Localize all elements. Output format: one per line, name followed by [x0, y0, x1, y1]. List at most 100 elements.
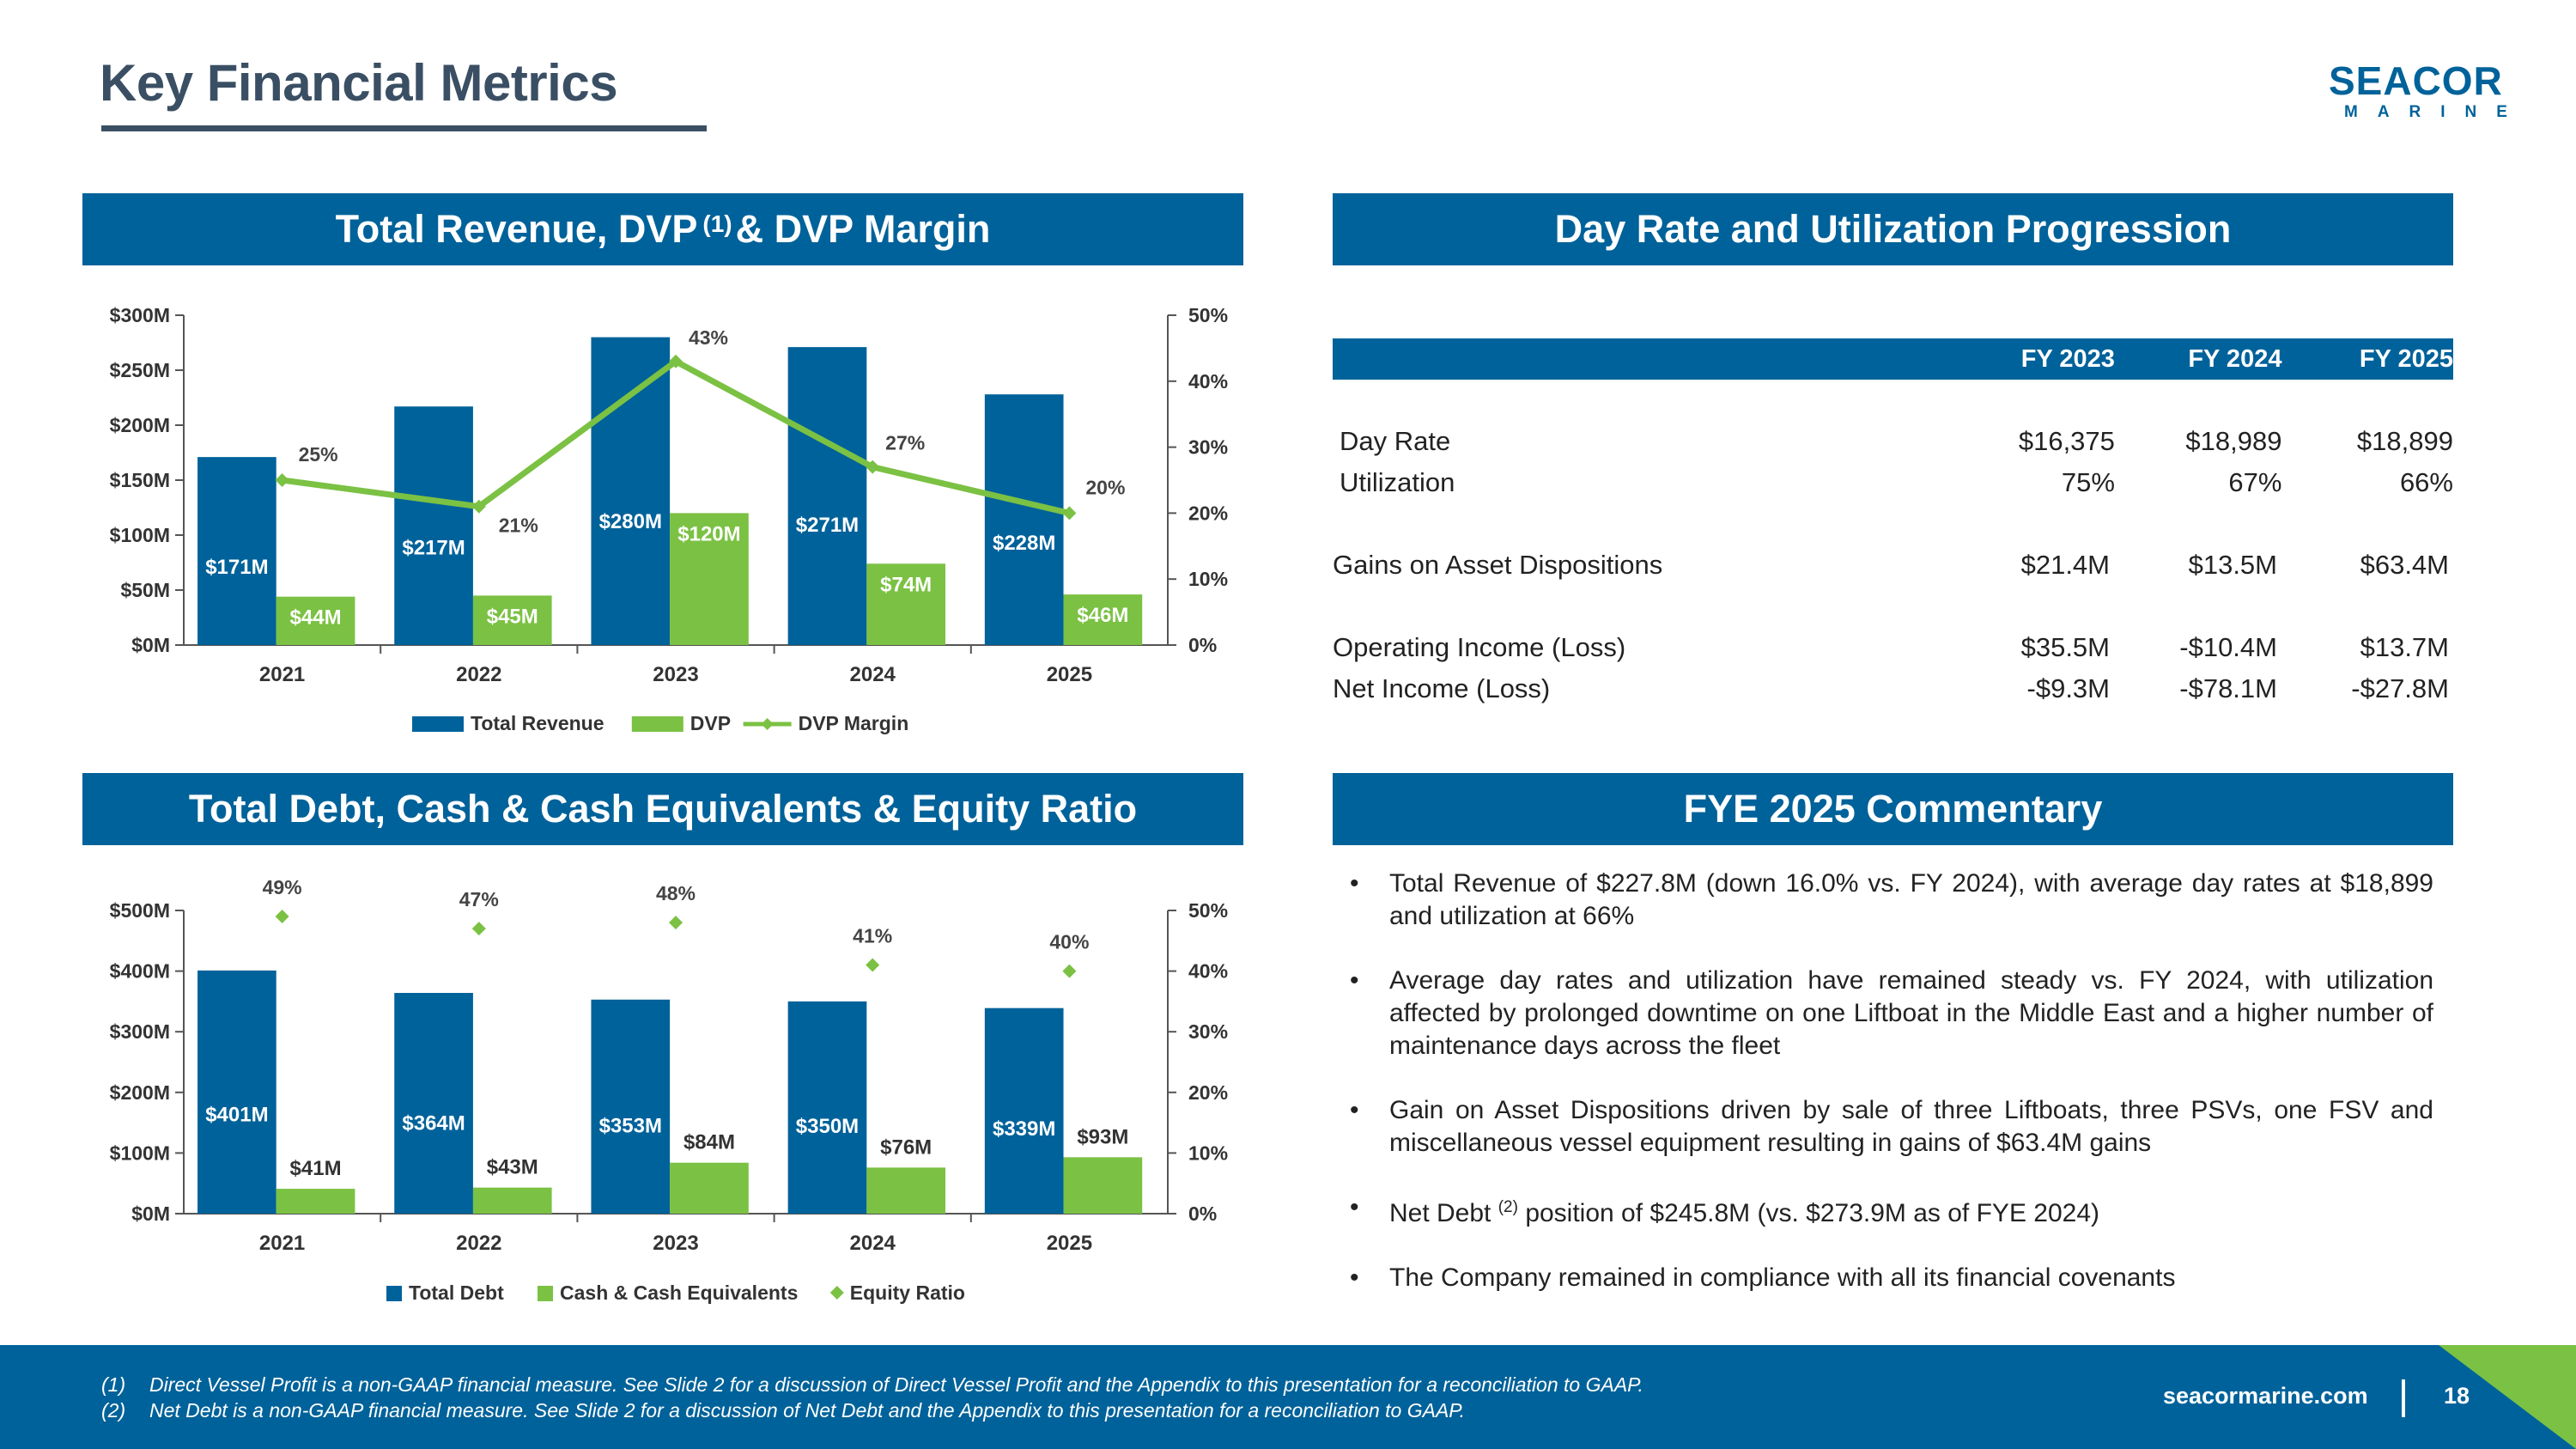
bar-primary — [787, 347, 867, 645]
website-link[interactable]: seacormarine.com — [2163, 1383, 2368, 1409]
bar-secondary-label: $76M — [880, 1135, 932, 1159]
list-item-text: Net Debt — [1389, 1199, 1492, 1227]
point-label: 49% — [263, 876, 302, 898]
y2-tick-label: 20% — [1188, 502, 1228, 524]
y2-tick-label: 10% — [1188, 568, 1228, 590]
footnote-text: Direct Vessel Profit is a non-GAAP finan… — [149, 1373, 1643, 1396]
dayrate-col-fy2025: FY 2025 — [2359, 344, 2453, 373]
y-tick-label: $400M — [110, 960, 170, 983]
y2-tick-label: 50% — [1188, 899, 1228, 922]
table-spacer — [1333, 586, 2453, 627]
bar-primary — [197, 457, 276, 645]
bar-primary — [197, 970, 276, 1214]
y-tick-label: $200M — [110, 1081, 170, 1104]
list-item-text: Average day rates and utilization have r… — [1389, 966, 2433, 1060]
bar-secondary-label: $93M — [1077, 1125, 1128, 1148]
row-value: $16,375 — [2018, 426, 2115, 456]
bar-secondary-label: $45M — [487, 605, 538, 628]
y2-tick-label: 30% — [1188, 1020, 1228, 1043]
y2-tick-label: 40% — [1188, 370, 1228, 393]
dayrate-table: FY 2023 FY 2024 FY 2025 Day Rate $16,375… — [1333, 338, 2453, 709]
bar-secondary — [276, 596, 355, 645]
row-value: 66% — [2399, 467, 2453, 497]
bar-primary-label: $217M — [402, 536, 465, 559]
y-tick-label: $200M — [110, 414, 170, 436]
list-item: • Average day rates and utilization have … — [1346, 965, 2433, 1062]
footer-divider — [2402, 1379, 2405, 1417]
point-label: 25% — [299, 443, 338, 466]
seacor-marine-logo: SEACOR MARINE — [2329, 58, 2507, 122]
bar-primary — [394, 993, 473, 1214]
bullet-icon: • — [1350, 869, 1359, 898]
y-tick-label: $50M — [120, 579, 170, 601]
row-value: -$10.4M — [2179, 632, 2277, 662]
bar-secondary-label: $120M — [677, 522, 740, 545]
legend-swatch — [386, 1286, 402, 1301]
bar-secondary — [472, 1187, 552, 1214]
dayrate-table-header: FY 2023 FY 2024 FY 2025 — [1333, 338, 2453, 380]
bar-primary-label: $271M — [796, 514, 859, 537]
table-row-net-income: Net Income (Loss) -$9.3M -$78.1M -$27.8M — [1326, 668, 2453, 709]
bar-secondary-label: $84M — [683, 1131, 735, 1154]
legend-label: Total Debt — [409, 1282, 504, 1304]
row-value: 75% — [2061, 467, 2115, 497]
row-value: -$27.8M — [2351, 673, 2449, 703]
bar-secondary — [670, 513, 749, 645]
point-label: 20% — [1085, 476, 1125, 498]
x-tick-label: 2024 — [850, 1232, 896, 1255]
point-marker — [471, 922, 486, 936]
y2-tick-label: 20% — [1188, 1081, 1228, 1104]
bar-secondary — [472, 595, 552, 645]
point-marker — [471, 499, 486, 514]
y2-tick-label: 10% — [1188, 1142, 1228, 1164]
commentary-list: • Total Revenue of $227.8M (down 16.0% vs… — [1346, 868, 2433, 1326]
x-tick-label: 2022 — [456, 1232, 501, 1255]
dayrate-col-fy2024: FY 2024 — [2188, 344, 2282, 373]
footnote-ref: (2) — [1498, 1198, 1518, 1216]
legend-swatch — [538, 1286, 553, 1301]
bar-primary-label: $353M — [599, 1114, 662, 1137]
row-value: $35.5M — [2020, 632, 2110, 662]
bullet-icon: • — [1350, 1263, 1359, 1292]
bar-secondary — [276, 1189, 355, 1214]
row-label: Net Income (Loss) — [1333, 673, 1551, 703]
list-item: • Gain on Asset Dispositions driven by sa… — [1346, 1094, 2433, 1160]
bar-primary — [984, 1008, 1064, 1214]
bar-secondary — [670, 1162, 749, 1214]
x-tick-label: 2024 — [850, 663, 896, 686]
bar-secondary-label: $43M — [487, 1156, 538, 1179]
y-tick-label: $250M — [110, 359, 170, 381]
x-tick-label: 2021 — [259, 1232, 305, 1255]
bar-primary — [984, 394, 1064, 645]
bar-secondary-label: $74M — [880, 573, 932, 596]
footnotes: (1) Direct Vessel Profit is a non-GAAP f… — [101, 1372, 1643, 1423]
y-tick-label: $0M — [131, 634, 170, 656]
y2-tick-label: 30% — [1188, 436, 1228, 459]
list-item: • Net Debt (2) position of $245.8M (vs. $… — [1346, 1191, 2433, 1230]
footnote: (1) Direct Vessel Profit is a non-GAAP f… — [101, 1372, 1643, 1397]
list-item: • The Company remained in compliance with… — [1346, 1262, 2433, 1294]
row-label: Day Rate — [1340, 426, 1451, 456]
point-label: 21% — [499, 514, 538, 537]
revenue-panel-title: Total Revenue, DVP — [335, 207, 698, 251]
row-value: $13.5M — [2188, 550, 2277, 580]
table-spacer — [1333, 380, 2453, 421]
debt-chart: $0M $100M $200M $300M $400M $500M 0% 10% 20% 30% 4… — [110, 876, 1228, 1304]
row-value: $63.4M — [2360, 550, 2449, 580]
dayrate-col-fy2023: FY 2023 — [2020, 344, 2115, 373]
legend-swatch — [412, 716, 464, 732]
page-title: Key Financial Metrics — [100, 54, 618, 112]
y2-tick-label: 0% — [1188, 1202, 1217, 1225]
bar-primary-label: $401M — [205, 1103, 268, 1126]
row-value: -$9.3M — [2026, 673, 2110, 703]
point-label: 41% — [853, 925, 892, 947]
point-label: 47% — [459, 888, 499, 910]
point-marker — [1062, 964, 1077, 978]
bar-secondary — [866, 1167, 946, 1214]
legend-label: Total Revenue — [471, 712, 605, 734]
y-tick-label: $500M — [110, 899, 170, 922]
row-value: $18,899 — [2356, 426, 2453, 456]
y-tick-label: $100M — [110, 1142, 170, 1164]
row-value: $18,989 — [2185, 426, 2282, 456]
y-tick-label: $300M — [110, 304, 170, 326]
